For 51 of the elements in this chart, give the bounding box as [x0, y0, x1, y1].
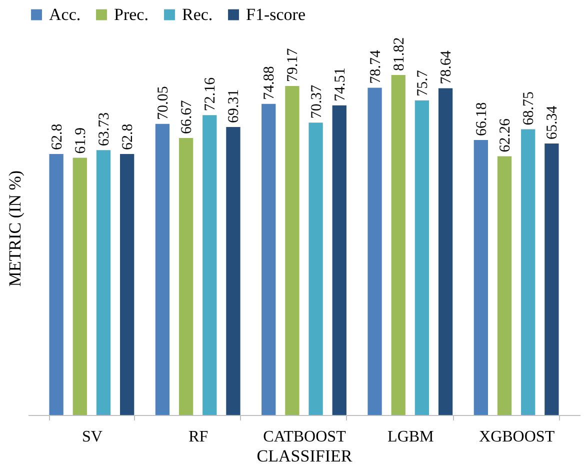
x-tick-label: CATBOOST [263, 428, 346, 446]
bar [178, 138, 194, 415]
bar [226, 126, 240, 415]
legend-label: F1-score [246, 4, 306, 24]
bar [49, 154, 64, 415]
bar [414, 100, 430, 415]
bar [521, 129, 536, 415]
data-label: 78.74 [368, 50, 384, 84]
x-tick-label: XGBOOST [479, 428, 555, 446]
bar [285, 86, 300, 415]
bar [391, 74, 406, 415]
data-label: 62.26 [498, 118, 514, 152]
legend-label: Acc. [49, 4, 81, 24]
data-label: 62.8 [49, 124, 66, 150]
data-label: 63.73 [96, 112, 112, 146]
x-tick-label: LGBM [388, 428, 434, 446]
bar [368, 88, 382, 415]
y-axis-title: METRIC (IN %) [6, 170, 24, 287]
bar [262, 104, 276, 415]
data-label: 70.05 [155, 86, 172, 120]
data-label: 81.82 [391, 37, 408, 71]
bar [544, 143, 559, 415]
bar [308, 122, 323, 415]
x-tick-label: SV [82, 428, 103, 446]
bar [155, 124, 170, 415]
data-label: 61.9 [72, 128, 89, 154]
data-label: 62.8 [120, 124, 136, 150]
bar [120, 154, 134, 415]
data-label: 75.7 [414, 70, 431, 96]
bar [202, 115, 217, 415]
data-label: 79.17 [285, 48, 302, 82]
data-label: 78.64 [438, 50, 455, 84]
data-label: 69.31 [226, 89, 242, 123]
x-tick-label: RF [188, 428, 208, 446]
legend-label: Prec. [114, 4, 148, 24]
data-label: 74.51 [332, 68, 348, 102]
data-label: 74.88 [262, 66, 278, 100]
bar [332, 105, 346, 415]
data-label: 66.18 [474, 102, 490, 136]
bar [474, 140, 488, 415]
bar [96, 150, 111, 415]
bar [72, 158, 87, 415]
data-label: 68.75 [521, 92, 538, 126]
data-label: 65.34 [544, 105, 561, 140]
x-axis-title: CLASSIFIER [256, 446, 353, 466]
legend-label: Rec. [182, 4, 213, 24]
bar [497, 156, 512, 415]
data-label: 66.67 [179, 100, 196, 134]
data-label: 70.37 [308, 84, 325, 119]
bar [438, 88, 453, 415]
data-label: 72.16 [202, 76, 219, 112]
